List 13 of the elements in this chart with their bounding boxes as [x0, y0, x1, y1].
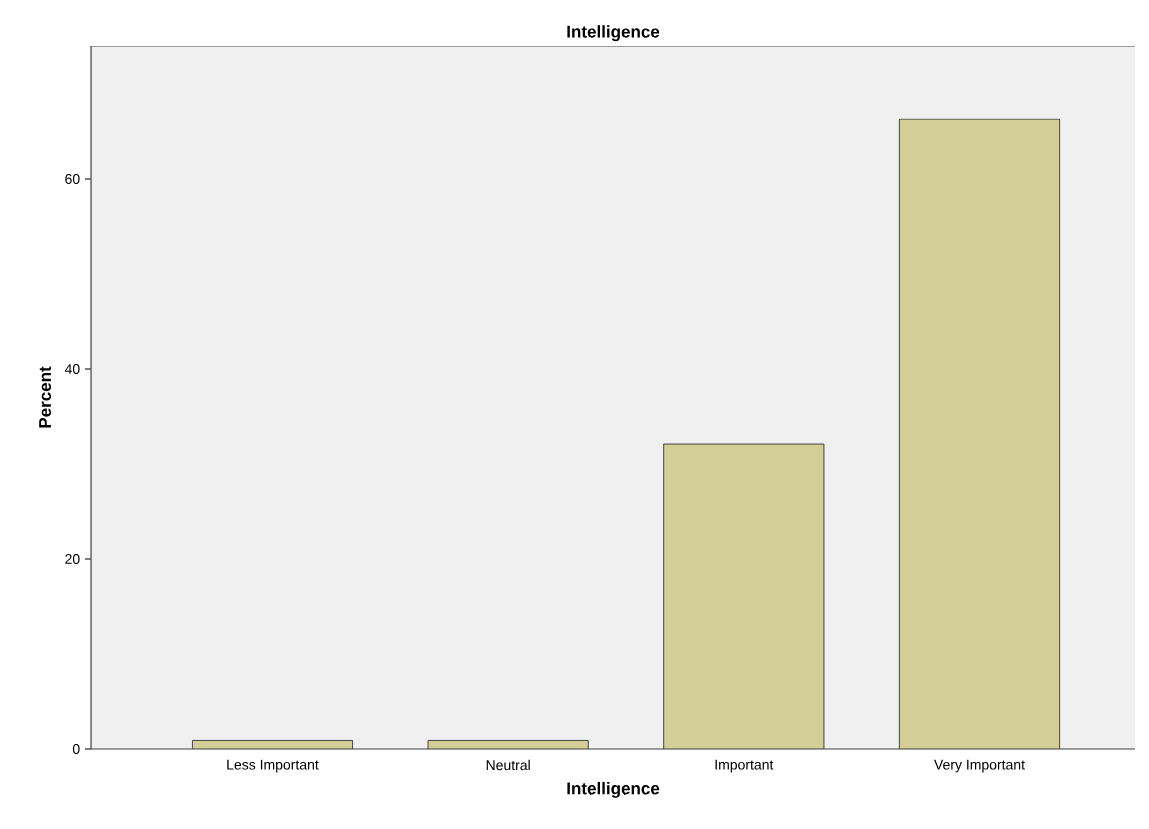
bar: [898, 118, 1061, 749]
y-tick-label: 40: [64, 364, 80, 374]
x-tick-label: Less Important: [227, 759, 319, 773]
bar: [663, 443, 825, 749]
x-axis-title: Intelligence: [567, 781, 660, 798]
y-tick-label: 20: [65, 554, 80, 564]
x-tick-label: Neutral: [486, 759, 530, 771]
y-tick-label: 0: [72, 744, 80, 754]
x-tick-label: Very Important: [934, 759, 1025, 773]
x-tick-label: Important: [715, 759, 774, 773]
y-axis-title: Percent: [39, 366, 52, 428]
chart-title: Intelligence: [567, 25, 660, 42]
y-tick-label: 60: [65, 174, 80, 184]
